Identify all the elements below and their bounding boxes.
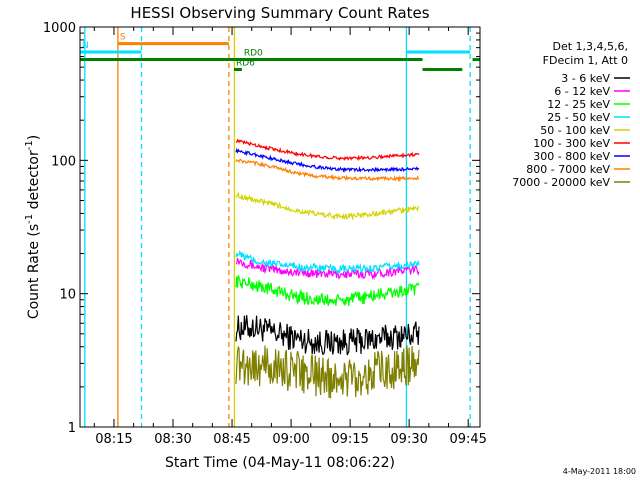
series-line-3 <box>235 249 420 275</box>
x-tick-label-5: 09:30 <box>390 432 427 447</box>
x-tick-label-0: 08:15 <box>95 432 132 447</box>
legend-label-3: 25 - 50 keV <box>547 111 610 124</box>
series-line-0 <box>235 315 420 356</box>
legend-label-4: 50 - 100 keV <box>540 124 610 137</box>
y-axis-label: Count Rate (s-1 detector-1) <box>24 135 42 319</box>
plot-frame <box>79 26 481 428</box>
legend-label-0: 3 - 6 keV <box>561 72 610 85</box>
x-tick-label-6: 09:45 <box>449 432 486 447</box>
series-line-1 <box>235 258 420 281</box>
flag-label-0: S <box>120 33 126 43</box>
series-line-4 <box>235 191 420 221</box>
x-axis-label: Start Time (04-May-11 08:06:22) <box>165 455 395 471</box>
axis-ticks: 08:15 08:30 08:45 09:00 09:15 09:30 09:45 1 10 10… <box>43 21 487 447</box>
legend-label-2: 12 - 25 keV <box>547 98 610 111</box>
x-tick-label-1: 08:30 <box>154 432 191 447</box>
series-layer <box>235 138 420 399</box>
legend-label-5: 100 - 300 keV <box>533 137 610 150</box>
legend: Det 1,3,4,5,6, FDecim 1, Att 0 3 - 6 keV… <box>512 40 630 189</box>
x-tick-label-3: 09:00 <box>272 432 309 447</box>
chart-title: HESSI Observing Summary Count Rates <box>130 4 429 22</box>
flag-label-5: RD6 <box>236 59 255 69</box>
footer-date: 4-May-2011 18:00 <box>563 467 636 476</box>
y-tick-label-2: 100 <box>51 154 76 169</box>
flag-label-1: N <box>82 41 89 51</box>
flag-label-6: RD0 <box>244 49 263 59</box>
x-tick-label-2: 08:45 <box>213 432 250 447</box>
series-line-7 <box>235 158 420 183</box>
series-line-2 <box>235 275 420 307</box>
y-tick-label-1: 10 <box>59 288 76 303</box>
series-line-5 <box>235 138 420 162</box>
legend-label-1: 6 - 12 keV <box>554 85 610 98</box>
y-tick-label-0: 1 <box>68 421 76 436</box>
legend-label-7: 800 - 7000 keV <box>526 163 610 176</box>
flag-vertical-lines <box>84 27 471 427</box>
series-line-6 <box>235 147 420 173</box>
series-line-8 <box>235 345 420 399</box>
y-tick-label-3: 1000 <box>43 21 76 36</box>
legend-header-line2: FDecim 1, Att 0 <box>543 54 628 67</box>
legend-label-6: 300 - 800 keV <box>533 150 610 163</box>
legend-header-line1: Det 1,3,4,5,6, <box>552 40 628 53</box>
x-tick-label-4: 09:15 <box>331 432 368 447</box>
legend-label-8: 7000 - 20000 keV <box>512 176 610 189</box>
